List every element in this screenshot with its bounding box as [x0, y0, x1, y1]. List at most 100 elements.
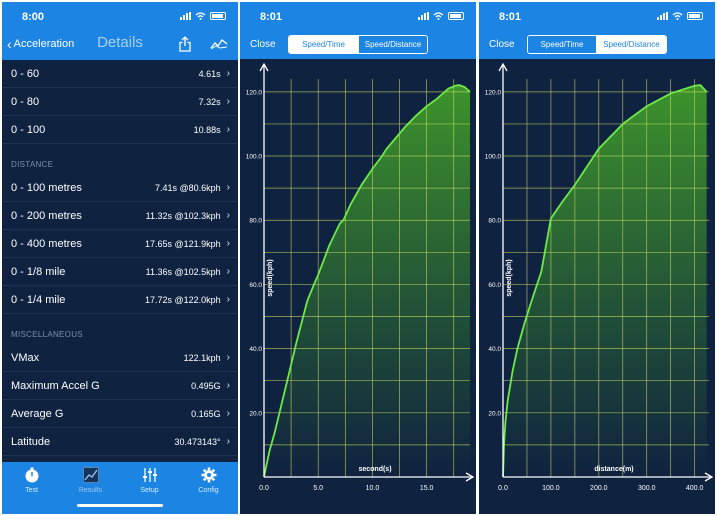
status-icons	[418, 12, 464, 20]
details-list: 0 - 60 4.61s › 0 - 80 7.32s › 0 - 100 10.88s › D…	[2, 60, 238, 456]
x-tick-label: 5.0	[313, 485, 323, 492]
series-line	[263, 84, 471, 478]
speed-time-screen: 8:01 Close Speed/Time Speed/Distance 0.0…	[240, 2, 476, 514]
y-axis-arrow-icon	[498, 62, 508, 72]
segment-speed-time[interactable]: Speed/Time	[289, 36, 358, 53]
chevron-right-icon: ›	[226, 210, 230, 221]
chevron-right-icon: ›	[226, 352, 230, 363]
row-label: 0 - 1/4 mile	[11, 293, 66, 306]
row-value-wrap: 17.72s @122.0kph ›	[145, 294, 230, 305]
section-header-distance: DISTANCE	[11, 160, 54, 169]
row-label: 0 - 100 metres	[11, 181, 82, 194]
row-value-wrap: 10.88s ›	[194, 124, 230, 135]
chevron-right-icon: ›	[226, 182, 230, 193]
y-tick-label: 100.0	[485, 154, 502, 161]
row-value-wrap: 0.165G ›	[191, 408, 230, 419]
list-item[interactable]: 0 - 100 10.88s ›	[2, 116, 238, 144]
close-button[interactable]: Close	[489, 39, 515, 50]
page-title: Details	[97, 34, 143, 51]
y-axis-label: speed(kph)	[506, 259, 513, 296]
list-item[interactable]: 0 - 1/4 mile 17.72s @122.0kph ›	[2, 286, 238, 314]
gear-icon	[201, 467, 216, 483]
x-tick-label: 0.0	[259, 485, 269, 492]
wifi-icon	[433, 12, 444, 20]
list-item[interactable]: 0 - 400 metres 17.65s @121.9kph ›	[2, 230, 238, 258]
row-label: Maximum Accel G	[11, 379, 100, 392]
back-button[interactable]: ‹ Acceleration	[7, 37, 75, 51]
series-line	[502, 84, 708, 478]
segment-speed-time[interactable]: Speed/Time	[528, 36, 597, 53]
x-tick-label: 400.0	[686, 485, 704, 492]
list-item[interactable]: 0 - 1/8 mile 11.36s @102.5kph ›	[2, 258, 238, 286]
chevron-right-icon: ›	[226, 380, 230, 391]
row-label: 0 - 200 metres	[11, 209, 82, 222]
sliders-icon	[142, 468, 157, 482]
chevron-right-icon: ›	[226, 266, 230, 277]
row-value-wrap: 11.36s @102.5kph ›	[146, 266, 230, 277]
chevron-right-icon: ›	[226, 96, 230, 107]
row-label: 0 - 80	[11, 95, 40, 108]
row-value-wrap: 7.32s ›	[199, 96, 230, 107]
y-tick-label: 60.0	[488, 282, 501, 289]
y-tick-label: 100.0	[246, 154, 263, 161]
list-item[interactable]: 0 - 60 4.61s ›	[2, 60, 238, 88]
wifi-icon	[195, 12, 206, 20]
list-item[interactable]: VMax 122.1kph ›	[2, 344, 238, 372]
status-icons	[180, 12, 226, 20]
row-value: 0.165G	[191, 408, 221, 419]
nav-bar: 8:01 Close Speed/Time Speed/Distance	[479, 2, 715, 59]
row-value-wrap: 122.1kph ›	[184, 352, 230, 363]
y-tick-label: 60.0	[249, 282, 262, 289]
tab-label: Setup	[140, 487, 159, 494]
row-value: 122.1kph	[183, 352, 221, 363]
y-axis-arrow-icon	[259, 62, 269, 72]
chart-icon[interactable]	[210, 38, 228, 50]
row-value: 11.32s @102.3kph	[145, 210, 221, 221]
list-item[interactable]: Latitude 30.473143° ›	[2, 428, 238, 456]
row-value-wrap: 0.495G ›	[191, 380, 230, 391]
signal-icon	[418, 12, 429, 20]
graph-icon	[82, 467, 99, 483]
row-value: 17.72s @122.0kph	[144, 294, 221, 305]
list-item[interactable]: 0 - 200 metres 11.32s @102.3kph ›	[2, 202, 238, 230]
list-item[interactable]: 0 - 100 metres 7.41s @80.6kph ›	[2, 174, 238, 202]
row-value-wrap: 17.65s @121.9kph ›	[145, 238, 230, 249]
x-tick-label: 100.0	[542, 485, 560, 492]
row-value: 7.41s @80.6kph	[154, 182, 221, 193]
list-item[interactable]: 0 - 80 7.32s ›	[2, 88, 238, 116]
details-screen: 8:00 ‹ Acceleration Details 0 - 60 4.61s ›…	[2, 2, 238, 514]
status-time: 8:01	[260, 11, 283, 23]
speed-distance-screen: 8:01 Close Speed/Time Speed/Distance 0.0…	[479, 2, 715, 514]
row-value: 4.61s	[198, 68, 221, 79]
tab-test[interactable]: Test	[7, 467, 57, 514]
tab-label: Config	[198, 487, 219, 494]
y-tick-label: 120.0	[246, 89, 263, 96]
speed-time-chart: 0.0 5.0 10.0 15.0 20.0 40.0 60.0 80.0 100.0 120.0…	[246, 62, 475, 492]
tab-config[interactable]: Config	[184, 467, 234, 514]
row-value: 0.495G	[191, 380, 221, 391]
status-time: 8:01	[499, 11, 522, 23]
row-value: 17.65s @121.9kph	[144, 238, 221, 249]
list-item[interactable]: Average G 0.165G ›	[2, 400, 238, 428]
y-tick-label: 20.0	[488, 410, 501, 417]
tab-results[interactable]: Results	[66, 467, 116, 514]
y-tick-label: 40.0	[488, 346, 501, 353]
speed-distance-chart: 0.0 100.0 200.0 300.0 400.0 20.0 40.0 60.0 80.0 1…	[485, 62, 714, 492]
x-axis-label: second(s)	[358, 466, 391, 473]
y-tick-label: 120.0	[485, 89, 502, 96]
back-label: Acceleration	[13, 38, 75, 50]
segment-speed-distance[interactable]: Speed/Distance	[358, 36, 427, 53]
home-indicator	[77, 504, 163, 507]
close-button[interactable]: Close	[250, 39, 276, 50]
tab-setup[interactable]: Setup	[125, 467, 175, 514]
share-icon[interactable]	[178, 36, 192, 52]
y-tick-label: 80.0	[488, 218, 501, 225]
segment-speed-distance[interactable]: Speed/Distance	[597, 36, 666, 53]
row-value: 30.473143°	[174, 436, 221, 447]
nav-bar: 8:00 ‹ Acceleration Details	[2, 2, 238, 60]
signal-icon	[180, 12, 191, 20]
tab-label: Results	[78, 487, 103, 494]
list-item[interactable]: Maximum Accel G 0.495G ›	[2, 372, 238, 400]
row-value: 7.32s	[198, 96, 221, 107]
area-fill	[503, 85, 707, 477]
